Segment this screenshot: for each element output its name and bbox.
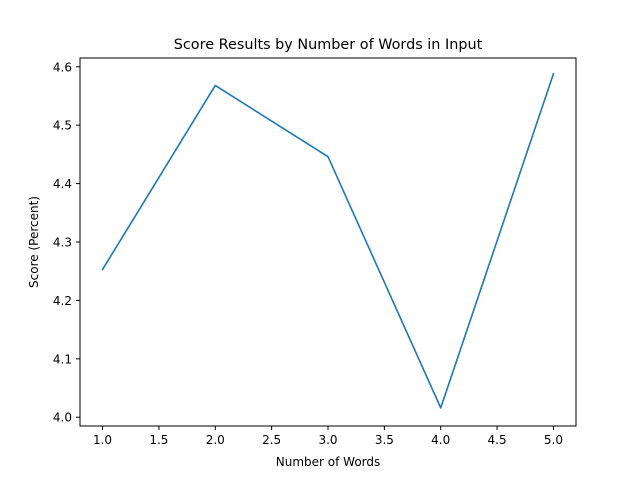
x-tick-label: 2.0	[206, 433, 225, 447]
x-tick-label: 3.0	[318, 433, 337, 447]
y-tick-label: 4.6	[53, 60, 72, 74]
x-tick-label: 2.5	[262, 433, 281, 447]
x-axis-label: Number of Words	[276, 455, 381, 469]
series-layer	[101, 72, 555, 409]
y-axis-label: Score (Percent)	[27, 196, 41, 288]
x-tick-label: 1.5	[149, 433, 168, 447]
x-axis: 1.0 1.5 2.0 2.5 3.0 3.5 4.0 4.5 5.0	[93, 426, 563, 447]
y-axis: 4.0 4.1 4.2 4.3 4.4 4.5 4.6	[53, 60, 80, 425]
y-tick-label: 4.0	[53, 411, 72, 425]
x-tick-label: 1.0	[93, 433, 112, 447]
x-tick-label: 4.5	[488, 433, 507, 447]
series-line	[101, 72, 555, 409]
plot-area	[79, 57, 577, 427]
y-tick-label: 4.1	[53, 352, 72, 366]
x-tick-label: 5.0	[544, 433, 563, 447]
y-tick-label: 4.4	[53, 177, 72, 191]
y-tick-label: 4.3	[53, 236, 72, 250]
x-tick-label: 4.0	[431, 433, 450, 447]
y-tick-label: 4.2	[53, 294, 72, 308]
chart-title: Score Results by Number of Words in Inpu…	[174, 37, 483, 53]
y-tick-label: 4.5	[53, 119, 72, 133]
x-tick-label: 3.5	[375, 433, 394, 447]
